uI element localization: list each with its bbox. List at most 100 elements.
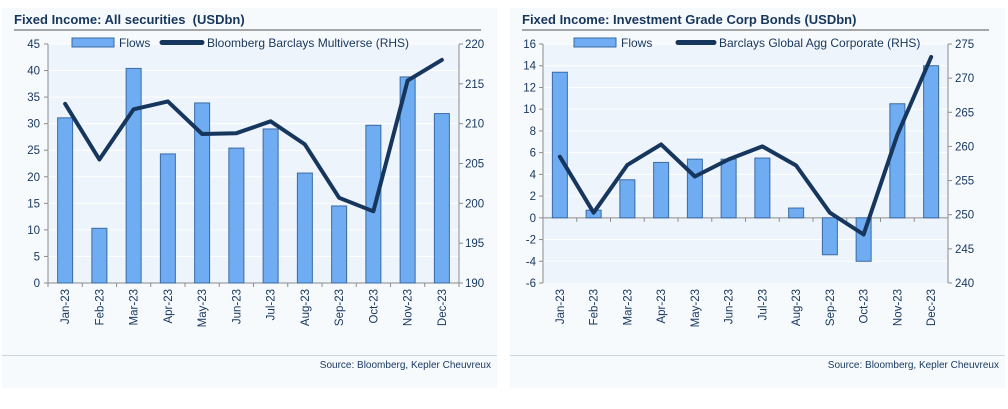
svg-text:10: 10 <box>523 104 536 116</box>
chart-panel-all-securities: Fixed Income: All securities (USDbn) 45 4… <box>2 8 497 388</box>
svg-text:40: 40 <box>27 66 40 78</box>
chart-title: Fixed Income: Investment Grade Corp Bond… <box>522 12 857 27</box>
svg-text:14: 14 <box>523 61 536 73</box>
legend-bar-swatch <box>573 37 617 48</box>
svg-text:16: 16 <box>523 39 536 51</box>
svg-text:-6: -6 <box>526 278 536 290</box>
gridlines <box>543 43 948 262</box>
bar-dec-23 <box>923 65 940 219</box>
right-axis-labels: 275 270 265 260 255 250 245 240 <box>955 39 974 290</box>
line-series <box>557 55 934 237</box>
svg-text:215: 215 <box>465 79 484 91</box>
svg-text:May-23: May-23 <box>690 289 702 327</box>
bar-jun-23 <box>228 147 245 284</box>
bar-sep-23 <box>821 217 838 256</box>
legend-bar-label: Flows <box>621 36 652 50</box>
bar-dec-23 <box>433 113 450 284</box>
svg-text:25: 25 <box>27 145 40 157</box>
svg-text:205: 205 <box>465 159 484 171</box>
svg-text:250: 250 <box>955 210 974 222</box>
line-series <box>63 57 444 214</box>
bar-feb-23 <box>91 227 108 284</box>
svg-text:Dec-23: Dec-23 <box>437 289 449 326</box>
legend-line-label: Barclays Global Agg Corporate (RHS) <box>719 36 920 50</box>
bar-mar-23 <box>125 67 142 284</box>
svg-text:275: 275 <box>955 39 974 51</box>
svg-text:270: 270 <box>955 73 974 85</box>
legend: Flows Bloomberg Barclays Multiverse (RHS) <box>71 36 409 50</box>
chart-all-securities: 45 40 35 30 25 20 15 10 5 0 220 215 210 205 200 195 190 J… <box>27 36 484 327</box>
svg-text:265: 265 <box>955 107 974 119</box>
svg-text:Jan-23: Jan-23 <box>555 289 567 324</box>
chart-panel-ig-corp-bonds: Fixed Income: Investment Grade Corp Bond… <box>510 8 1005 388</box>
svg-text:Aug-23: Aug-23 <box>300 289 312 326</box>
svg-text:30: 30 <box>27 119 40 131</box>
legend: Flows Barclays Global Agg Corporate (RHS) <box>573 36 920 50</box>
svg-text:Jun-23: Jun-23 <box>231 289 243 324</box>
svg-text:-2: -2 <box>526 235 536 247</box>
left-axis-labels: 45 40 35 30 25 20 15 10 5 0 <box>27 39 40 290</box>
svg-text:Feb-23: Feb-23 <box>94 289 106 325</box>
bar-may-23 <box>686 158 703 219</box>
svg-text:Feb-23: Feb-23 <box>589 289 601 325</box>
svg-text:Oct-23: Oct-23 <box>368 289 380 324</box>
legend-line-label: Bloomberg Barclays Multiverse (RHS) <box>207 36 409 50</box>
svg-text:200: 200 <box>465 198 484 210</box>
bar-mar-23 <box>619 179 636 219</box>
svg-text:5: 5 <box>34 251 40 263</box>
bar-nov-23 <box>399 76 416 284</box>
svg-text:Dec-23: Dec-23 <box>926 289 938 326</box>
bar-jul-23 <box>754 157 771 219</box>
source-divider <box>2 355 497 356</box>
svg-text:Jul-23: Jul-23 <box>757 289 769 320</box>
left-axis-labels: 16 14 12 10 8 6 4 2 0 -2 -4 -6 <box>523 39 536 290</box>
source-label: Source: Bloomberg, Kepler Cheuvreux <box>827 360 999 371</box>
svg-text:190: 190 <box>465 278 484 290</box>
svg-text:May-23: May-23 <box>197 289 209 327</box>
axis-ticks <box>539 43 952 284</box>
svg-text:10: 10 <box>27 225 40 237</box>
x-axis-labels: Jan-23 Feb-23 Mar-23 Apr-23 May-23 Jun-23 Jul-… <box>60 289 449 327</box>
bar-sep-23 <box>331 205 348 284</box>
bar-may-23 <box>194 102 211 284</box>
svg-text:240: 240 <box>955 278 974 290</box>
svg-text:6: 6 <box>530 148 536 160</box>
svg-text:Mar-23: Mar-23 <box>129 289 141 325</box>
source-label: Source: Bloomberg, Kepler Cheuvreux <box>319 360 491 371</box>
bar-jul-23 <box>262 128 279 284</box>
bars-series <box>57 67 450 284</box>
svg-text:2: 2 <box>530 191 536 203</box>
svg-text:Mar-23: Mar-23 <box>622 289 634 325</box>
bar-apr-23 <box>653 161 670 219</box>
legend-bar-swatch <box>71 37 115 48</box>
svg-text:15: 15 <box>27 198 40 210</box>
title-underline <box>522 29 989 31</box>
bar-apr-23 <box>159 153 176 284</box>
svg-text:35: 35 <box>27 92 40 104</box>
chart-title: Fixed Income: All securities (USDbn) <box>14 12 245 27</box>
svg-text:260: 260 <box>955 141 974 153</box>
svg-text:Jan-23: Jan-23 <box>60 289 72 324</box>
svg-text:12: 12 <box>523 82 536 94</box>
svg-text:195: 195 <box>465 238 484 250</box>
svg-text:255: 255 <box>955 176 974 188</box>
svg-text:Apr-23: Apr-23 <box>656 289 668 324</box>
svg-text:Jun-23: Jun-23 <box>724 289 736 324</box>
plot-area <box>48 44 459 283</box>
bar-jan-23 <box>57 117 74 284</box>
svg-text:Apr-23: Apr-23 <box>163 289 175 324</box>
svg-text:220: 220 <box>465 39 484 51</box>
right-axis-labels: 220 215 210 205 200 195 190 <box>465 39 484 290</box>
svg-text:Nov-23: Nov-23 <box>892 289 904 326</box>
svg-text:20: 20 <box>27 172 40 184</box>
svg-text:Aug-23: Aug-23 <box>791 289 803 326</box>
svg-text:8: 8 <box>530 126 536 138</box>
bar-jun-23 <box>720 158 737 219</box>
source-divider <box>510 355 1005 356</box>
title-underline <box>14 29 481 31</box>
chart-ig-corp-bonds: 16 14 12 10 8 6 4 2 0 -2 -4 -6 275 270 265 260 255 250 245… <box>523 36 974 327</box>
x-axis-labels: Jan-23 Feb-23 Mar-23 Apr-23 May-23 Jun-23 Jul-… <box>555 289 938 327</box>
plot-area <box>543 44 948 283</box>
svg-text:0: 0 <box>34 278 40 290</box>
